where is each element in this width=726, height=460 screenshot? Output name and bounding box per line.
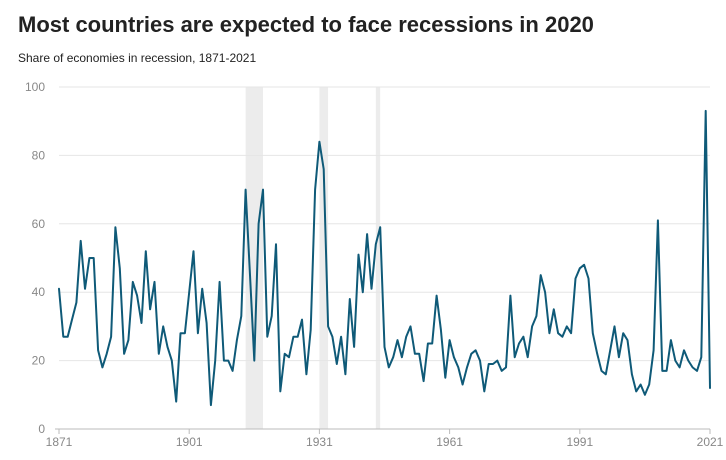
x-tick-label: 1991 [566, 435, 593, 449]
x-tick-label: 1871 [46, 435, 73, 449]
recession-period-bands [245, 87, 381, 429]
shaded-period-0 [245, 87, 263, 429]
y-tick-label: 20 [32, 354, 46, 368]
shaded-period-2 [375, 87, 381, 429]
chart-subtitle: Share of economies in recession, 1871-20… [18, 51, 257, 65]
shaded-period-1 [319, 87, 329, 429]
chart-series [58, 109, 711, 407]
y-axis: 0 20 40 60 80 100 [25, 80, 45, 436]
y-tick-label: 60 [32, 217, 46, 231]
y-tick-label: 100 [25, 80, 45, 94]
x-tick-label: 1901 [176, 435, 203, 449]
x-tick-label: 1931 [306, 435, 333, 449]
x-tick-label: 1961 [436, 435, 463, 449]
x-axis: 1871 1901 1931 1961 1991 2021 [46, 429, 724, 449]
chart-gridlines [55, 86, 710, 430]
y-tick-label: 40 [32, 285, 46, 299]
y-tick-label: 0 [38, 422, 45, 436]
series-line-0 [58, 109, 711, 407]
y-tick-label: 80 [32, 148, 46, 162]
chart-title: Most countries are expected to face rece… [18, 12, 594, 37]
x-tick-label: 2021 [697, 435, 724, 449]
